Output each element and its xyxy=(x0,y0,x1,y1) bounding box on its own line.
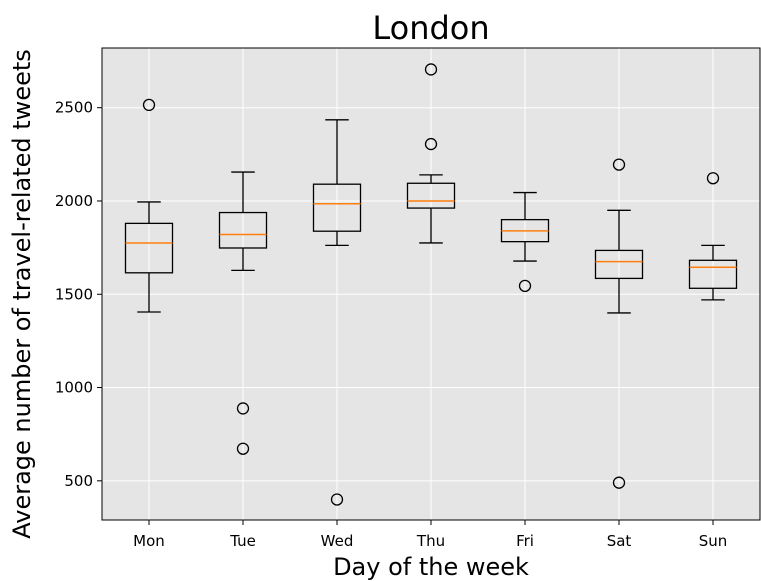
box-wed xyxy=(312,119,362,506)
x-tick-label: Fri xyxy=(516,532,534,550)
box-iqr xyxy=(124,222,174,274)
outlier-point xyxy=(612,158,626,171)
y-axis-label: Average number of travel-related tweets xyxy=(8,49,36,539)
boxes-layer xyxy=(124,63,738,506)
x-tick-label: Sun xyxy=(699,532,728,550)
box-thu xyxy=(406,63,456,244)
box-sat xyxy=(594,158,644,489)
x-tick-label: Tue xyxy=(229,532,256,550)
axis-ticks: 500 1000 1500 2000 2500 Mon Tue Wed Thu Fri Sat Sun xyxy=(55,99,727,550)
y-tick-label: 1000 xyxy=(55,379,93,397)
x-tick-label: Thu xyxy=(416,532,445,550)
outlier-point xyxy=(330,493,344,506)
chart-title: London xyxy=(372,9,489,47)
box-iqr xyxy=(218,211,268,249)
y-tick-label: 1500 xyxy=(55,285,93,303)
y-tick-label: 2500 xyxy=(55,99,93,117)
box-mon xyxy=(124,98,174,313)
outlier-point xyxy=(518,279,532,293)
box-sun xyxy=(688,172,738,301)
box-iqr xyxy=(688,259,738,289)
outlier-point xyxy=(236,402,250,415)
x-tick-label: Sat xyxy=(607,532,632,550)
outlier-point xyxy=(424,137,438,151)
outlier-point xyxy=(612,476,626,489)
outlier-point xyxy=(424,63,438,76)
outlier-point xyxy=(236,442,250,455)
x-tick-label: Wed xyxy=(321,532,354,550)
outlier-point xyxy=(142,98,156,112)
box-iqr xyxy=(406,182,456,209)
x-axis-label: Day of the week xyxy=(333,553,529,581)
y-tick-label: 500 xyxy=(64,472,93,490)
y-tick-label: 2000 xyxy=(55,192,93,210)
box-iqr xyxy=(312,183,362,232)
outlier-point xyxy=(706,172,720,185)
x-tick-label: Mon xyxy=(133,532,165,550)
box-fri xyxy=(500,191,550,293)
box-tue xyxy=(218,171,268,455)
box-iqr xyxy=(594,249,644,280)
